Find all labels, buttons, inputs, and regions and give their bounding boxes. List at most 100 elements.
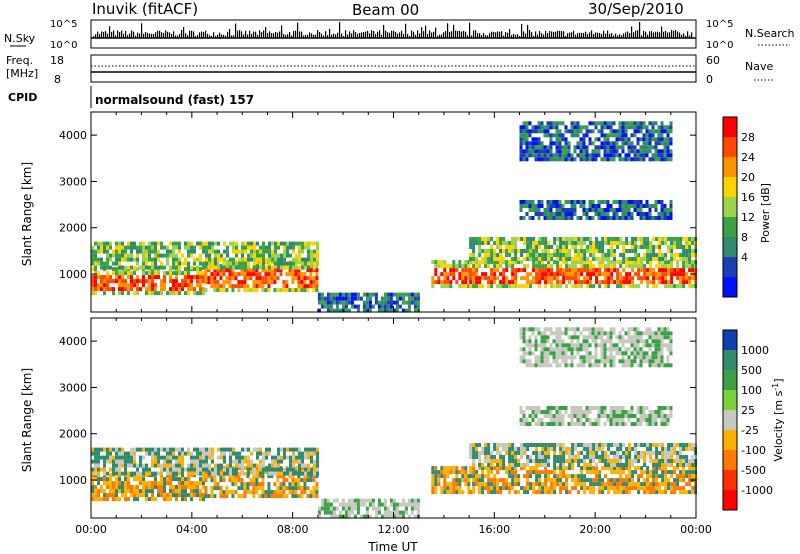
- heatmap-cell: [220, 471, 223, 476]
- heatmap-cell: [484, 459, 488, 463]
- heatmap-cell: [347, 498, 351, 503]
- heatmap-cell: [577, 459, 581, 463]
- heatmap-cell: [208, 447, 211, 452]
- heatmap-cell: [386, 514, 390, 519]
- heatmap-cell: [118, 485, 121, 490]
- heatmap-cell: [267, 482, 271, 487]
- heatmap-cell: [583, 474, 587, 479]
- heatmap-cell: [202, 493, 205, 498]
- heatmap-cell: [688, 463, 692, 467]
- heatmap-cell: [586, 280, 590, 285]
- heatmap-cell: [249, 490, 253, 495]
- heatmap-cell: [634, 284, 638, 289]
- heatmap-cell: [469, 245, 473, 249]
- heatmap-cell: [543, 129, 547, 134]
- heatmap-cell: [646, 260, 650, 265]
- heatmap-cell: [621, 125, 625, 130]
- heatmap-cell: [172, 489, 175, 494]
- heatmap-cell: [589, 466, 593, 471]
- heatmap-cell: [316, 253, 319, 258]
- heatmap-cell: [616, 268, 620, 273]
- heatmap-cell: [274, 455, 277, 460]
- heatmap-cell: [664, 272, 668, 277]
- heatmap-cell: [655, 272, 659, 277]
- heatmap-cell: [544, 249, 548, 253]
- heatmap-cell: [294, 494, 298, 499]
- heatmap-cell: [559, 466, 563, 471]
- heatmap-cell: [160, 455, 163, 460]
- heatmap-cell: [514, 257, 518, 261]
- heatmap-cell: [235, 241, 238, 246]
- heatmap-cell: [371, 506, 375, 511]
- heatmap-cell: [207, 276, 211, 281]
- heatmap-cell: [204, 264, 208, 269]
- heatmap-cell: [565, 459, 569, 463]
- heatmap-cell: [317, 296, 321, 301]
- noise-bar: [189, 30, 191, 38]
- noise-bar: [481, 35, 483, 38]
- heatmap-cell: [543, 355, 547, 360]
- noise-bar: [167, 31, 169, 38]
- noise-bar: [135, 35, 137, 38]
- heatmap-cell: [564, 157, 568, 162]
- heatmap-cell: [660, 410, 664, 414]
- heatmap-cell: [658, 443, 662, 447]
- heatmap-cell: [559, 459, 563, 463]
- heatmap-cell: [528, 204, 532, 208]
- heatmap-cell: [562, 272, 566, 277]
- heatmap-cell: [655, 478, 659, 483]
- noise-bar: [307, 34, 309, 38]
- heatmap-cell: [139, 265, 142, 270]
- heatmap-cell: [679, 276, 683, 281]
- heatmap-cell: [636, 208, 640, 212]
- heatmap-cell: [250, 459, 253, 464]
- heatmap-cell: [541, 264, 545, 269]
- heatmap-cell: [431, 466, 435, 471]
- heatmap-cell: [142, 275, 145, 280]
- heatmap-cell: [249, 268, 253, 273]
- heatmap-cell: [544, 466, 548, 471]
- heatmap-cell: [511, 257, 515, 261]
- noise-bar: [157, 30, 159, 38]
- heatmap-cell: [597, 204, 601, 208]
- noise-bar: [553, 31, 555, 38]
- heatmap-cell: [467, 478, 471, 483]
- heatmap-cell: [202, 451, 205, 456]
- heatmap-cell: [610, 249, 614, 253]
- heatmap-cell: [440, 490, 444, 495]
- noise-bar: [327, 35, 329, 38]
- heatmap-cell: [124, 489, 127, 494]
- heatmap-cell: [320, 292, 324, 297]
- heatmap-cell: [413, 506, 417, 511]
- heatmap-cell: [94, 463, 97, 468]
- heatmap-cell: [475, 478, 479, 483]
- heatmap-cell: [574, 237, 578, 241]
- heatmap-cell: [556, 482, 560, 487]
- heatmap-cell: [216, 288, 220, 293]
- heatmap-cell: [654, 145, 658, 150]
- heatmap-cell: [648, 137, 652, 142]
- heatmap-cell: [517, 237, 521, 241]
- heatmap-cell: [362, 292, 366, 297]
- heatmap-cell: [685, 470, 689, 475]
- heatmap-cell: [522, 133, 526, 138]
- heatmap-cell: [660, 125, 664, 130]
- heatmap-cell: [214, 257, 217, 262]
- heatmap-cell: [591, 129, 595, 134]
- heatmap-cell: [237, 284, 241, 289]
- heatmap-cell: [487, 264, 491, 269]
- colorbar-swatch: [723, 137, 737, 158]
- heatmap-cell: [600, 200, 604, 204]
- heatmap-cell: [297, 494, 301, 499]
- heatmap-cell: [531, 343, 535, 348]
- heatmap-cell: [505, 451, 509, 455]
- heatmap-cell: [673, 253, 677, 257]
- noise-bar: [345, 30, 347, 38]
- heatmap-cell: [534, 204, 538, 208]
- heatmap-cell: [621, 145, 625, 150]
- heatmap-cell: [619, 280, 623, 285]
- heatmap-cell: [475, 268, 479, 273]
- heatmap-cell: [628, 260, 632, 265]
- heatmap-cell: [627, 149, 631, 154]
- noise-bar: [349, 31, 351, 38]
